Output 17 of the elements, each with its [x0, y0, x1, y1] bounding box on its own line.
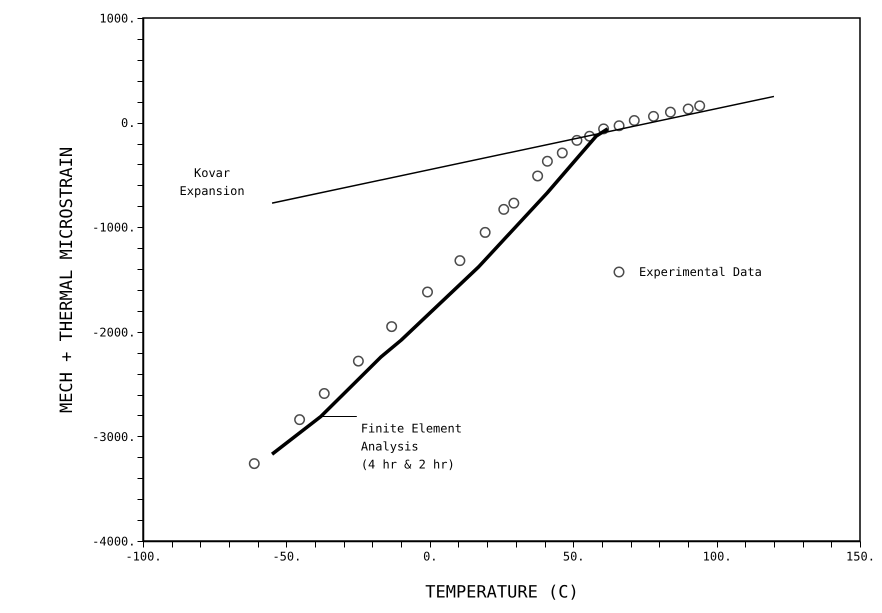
x-tick-label: 100.: [702, 550, 732, 564]
x-tick-label: 150.: [846, 550, 875, 564]
y-tick-label: -2000.: [92, 325, 136, 340]
y-tick-label: -1000.: [92, 220, 136, 235]
text: Kovar Expansion: [180, 166, 245, 198]
y-tick-label: 1000.: [99, 12, 136, 26]
y-tick-label: 0.: [121, 116, 136, 130]
legend-label: Experimental Data: [639, 265, 762, 279]
x-axis-title: TEMPERATURE (C): [425, 582, 579, 602]
x-tick-label: 50.: [562, 550, 585, 564]
x-tick-label: -50.: [272, 550, 302, 564]
x-tick-label: 0.: [423, 550, 438, 564]
text: Finite Element Analysis (4 hr & 2 hr): [360, 422, 462, 472]
y-axis-title: MECH + THERMAL MICROSTRAIN: [57, 146, 78, 414]
y-tick-label: -4000.: [92, 534, 136, 548]
x-tick-label: -100.: [125, 550, 162, 564]
y-tick-label: -3000.: [92, 430, 136, 444]
